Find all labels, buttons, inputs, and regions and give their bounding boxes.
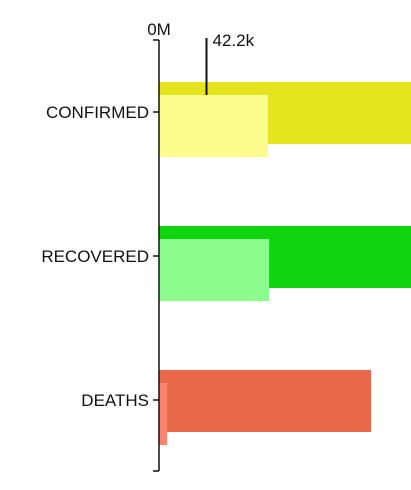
y-tick-label-recovered: RECOVERED <box>41 247 149 266</box>
bar-outer-deaths <box>159 370 371 432</box>
y-tick-label-deaths: DEATHS <box>81 391 149 410</box>
annotation-label: 42.2k <box>213 31 255 50</box>
category-labels: CONFIRMED RECOVERED DEATHS <box>41 103 159 410</box>
bar-inner-deaths <box>159 383 168 445</box>
bars-layer <box>159 82 411 445</box>
x-tick-label-zero: 0M <box>147 20 171 39</box>
y-tick-label-confirmed: CONFIRMED <box>46 103 149 122</box>
bar-inner-recovered <box>159 239 270 301</box>
annotation: 42.2k <box>205 31 255 95</box>
bar-inner-confirmed <box>159 95 268 157</box>
